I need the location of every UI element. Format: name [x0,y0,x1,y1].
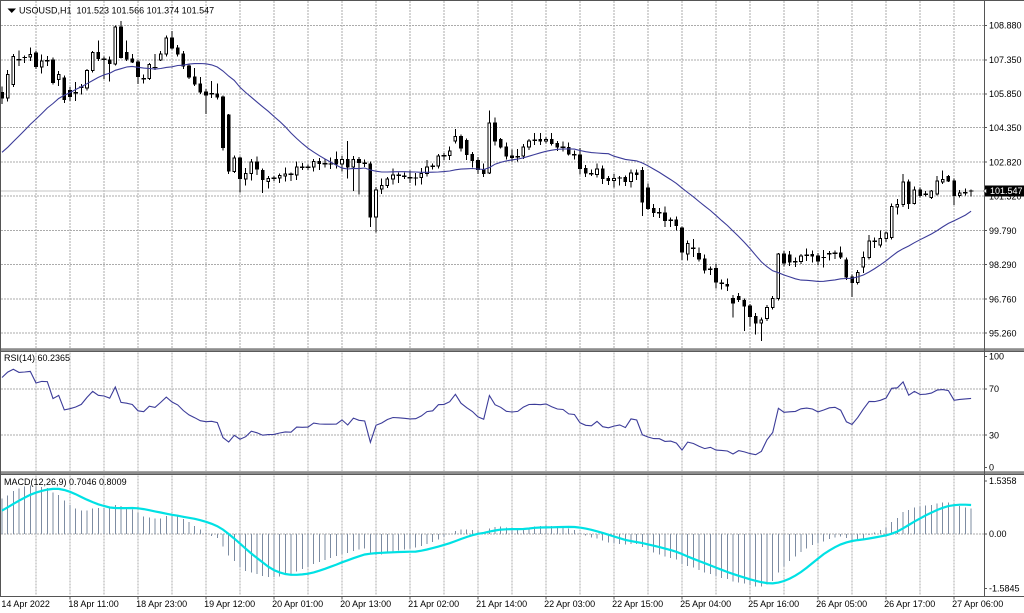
svg-text:19 Apr 12:00: 19 Apr 12:00 [204,599,255,609]
svg-text:26 Apr 17:00: 26 Apr 17:00 [884,599,935,609]
svg-text:0: 0 [989,463,994,473]
svg-text:18 Apr 23:00: 18 Apr 23:00 [136,599,187,609]
svg-text:102.820: 102.820 [989,157,1022,167]
svg-text:0.00: 0.00 [989,529,1007,539]
svg-text:101.547: 101.547 [990,186,1023,196]
svg-text:25 Apr 04:00: 25 Apr 04:00 [680,599,731,609]
svg-text:MACD(12,26,9) 0.7046 0.8009: MACD(12,26,9) 0.7046 0.8009 [4,477,127,487]
svg-text:1.5358: 1.5358 [989,476,1017,486]
svg-text:RSI(14) 60.2365: RSI(14) 60.2365 [4,353,70,363]
svg-text:100: 100 [989,352,1004,362]
svg-text:26 Apr 05:00: 26 Apr 05:00 [816,599,867,609]
svg-text:18 Apr 11:00: 18 Apr 11:00 [68,599,118,609]
svg-text:USOUSD,H1 101.523 101.566 101: USOUSD,H1 101.523 101.566 101.374 101.54… [19,6,214,16]
svg-text:-1.5845: -1.5845 [989,584,1020,594]
svg-text:22 Apr 03:00: 22 Apr 03:00 [544,599,595,609]
svg-text:99.790: 99.790 [989,226,1017,236]
svg-text:22 Apr 15:00: 22 Apr 15:00 [612,599,663,609]
svg-text:21 Apr 14:00: 21 Apr 14:00 [476,599,527,609]
svg-text:96.760: 96.760 [989,294,1017,304]
svg-text:25 Apr 16:00: 25 Apr 16:00 [748,599,799,609]
svg-text:98.290: 98.290 [989,260,1017,270]
svg-text:108.880: 108.880 [989,21,1022,31]
svg-text:104.350: 104.350 [989,123,1022,133]
svg-text:107.350: 107.350 [989,55,1022,65]
svg-text:70: 70 [989,384,999,394]
svg-text:21 Apr 02:00: 21 Apr 02:00 [408,599,459,609]
svg-text:27 Apr 06:00: 27 Apr 06:00 [952,599,1003,609]
svg-text:20 Apr 01:00: 20 Apr 01:00 [272,599,323,609]
svg-text:30: 30 [989,430,999,440]
svg-text:20 Apr 13:00: 20 Apr 13:00 [340,599,391,609]
svg-text:95.260: 95.260 [989,328,1017,338]
svg-text:14 Apr 2022: 14 Apr 2022 [1,599,50,609]
svg-text:105.850: 105.850 [989,89,1022,99]
